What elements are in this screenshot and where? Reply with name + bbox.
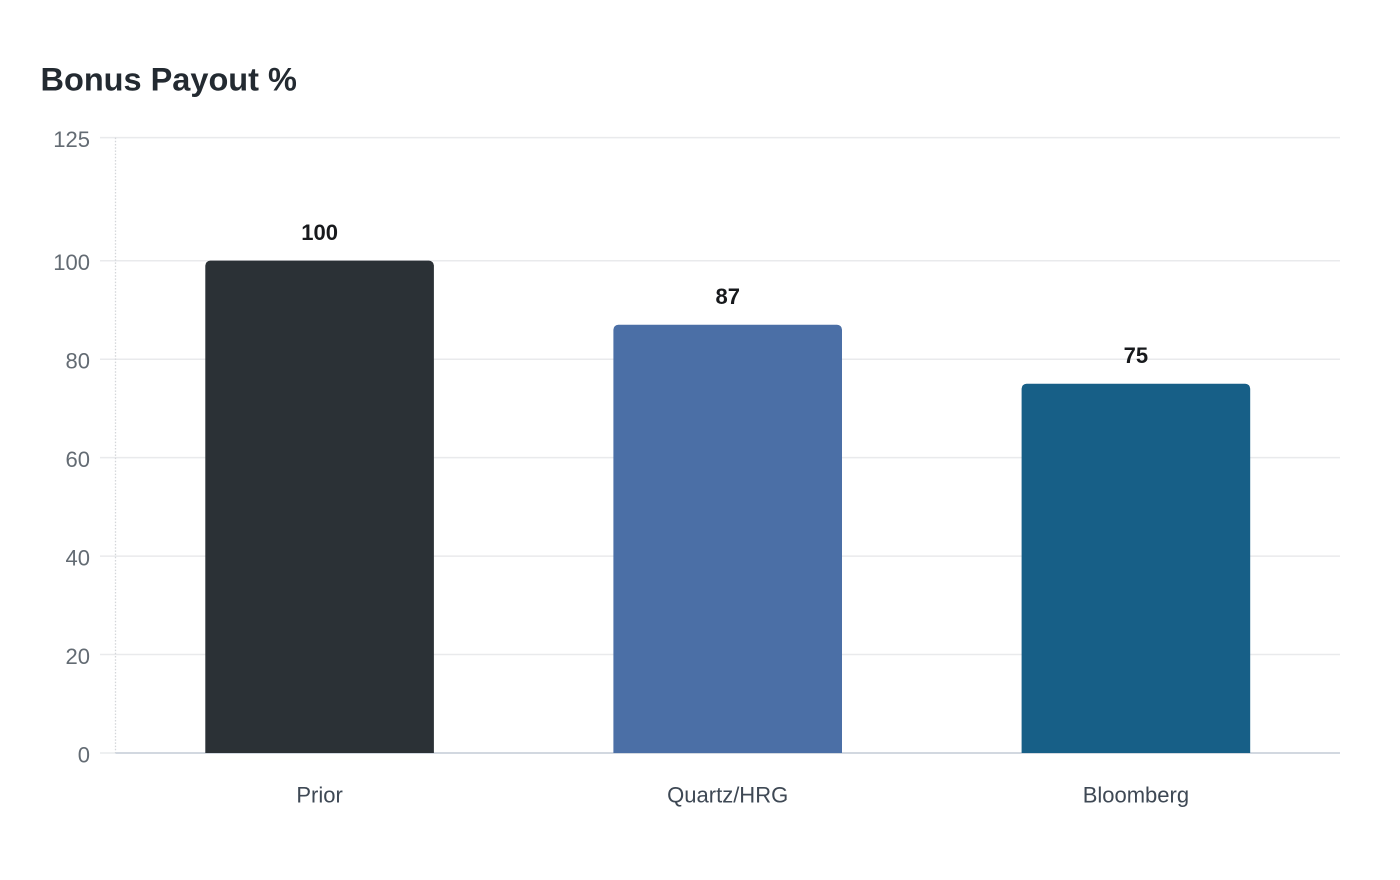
svg-text:80: 80 [66, 349, 90, 374]
svg-text:100: 100 [301, 220, 338, 245]
svg-text:20: 20 [66, 644, 90, 669]
svg-text:Prior: Prior [296, 783, 342, 808]
svg-text:87: 87 [715, 284, 739, 309]
svg-text:0: 0 [78, 742, 90, 767]
svg-text:40: 40 [66, 545, 90, 570]
svg-text:125: 125 [53, 127, 90, 152]
svg-text:Bloomberg: Bloomberg [1083, 783, 1189, 808]
svg-text:60: 60 [66, 447, 90, 472]
svg-text:75: 75 [1124, 343, 1148, 368]
svg-text:Bonus Payout %: Bonus Payout % [41, 61, 298, 97]
svg-text:Quartz/HRG: Quartz/HRG [667, 783, 788, 808]
svg-text:100: 100 [53, 250, 90, 275]
